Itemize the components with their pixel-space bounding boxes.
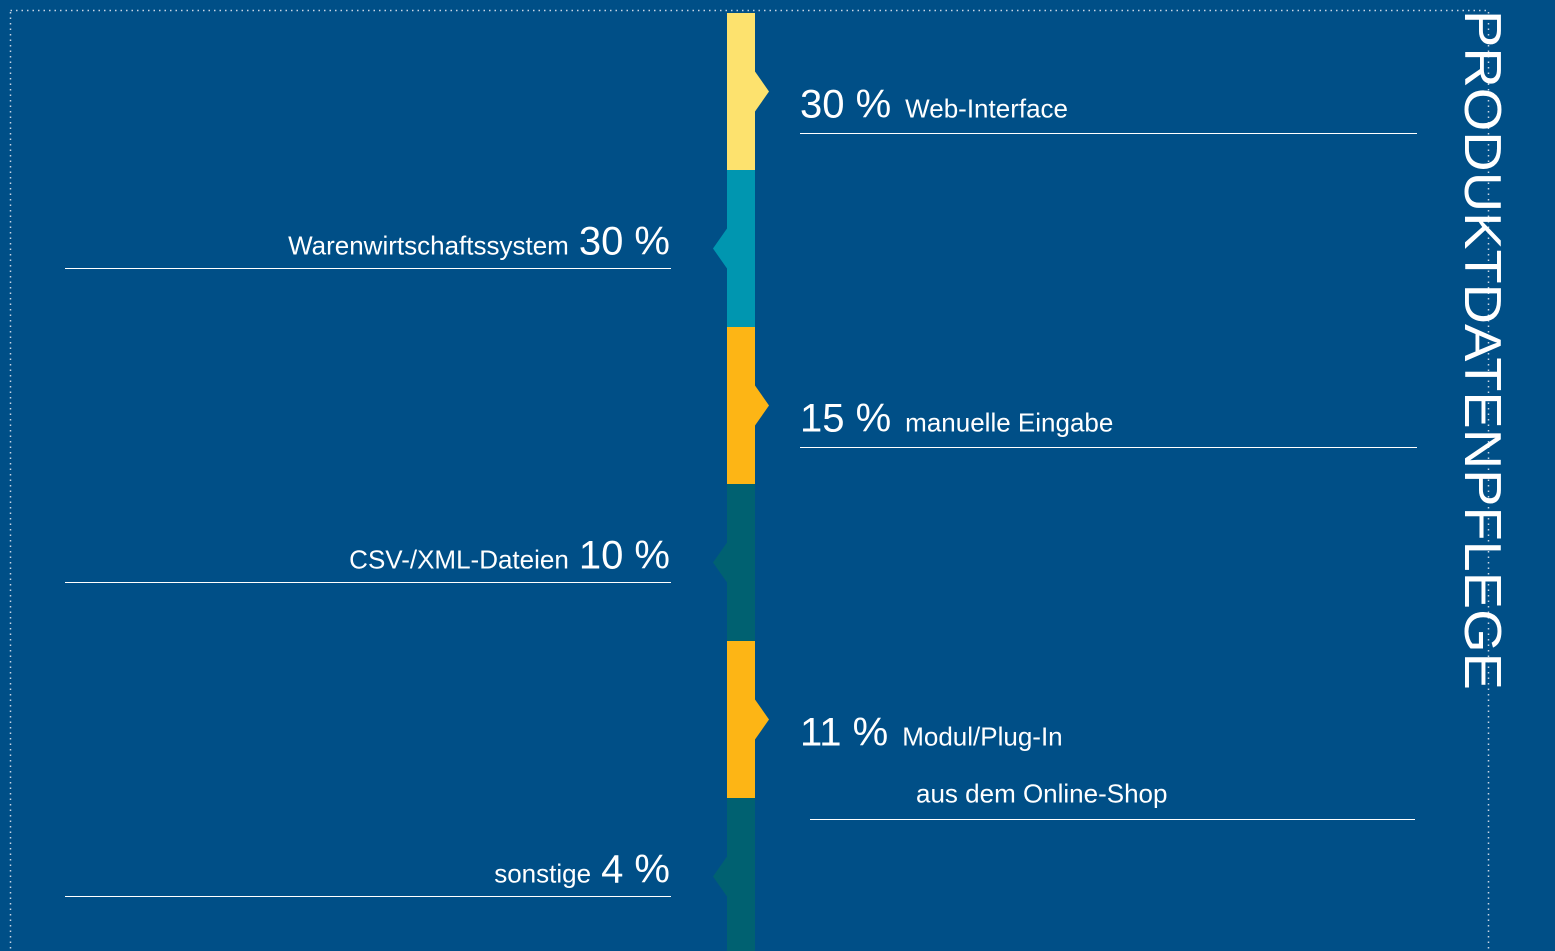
- item-value: 10 %: [579, 534, 670, 578]
- item-label: Modul/Plug-In: [902, 722, 1062, 752]
- item-value: 30 %: [579, 220, 670, 264]
- item-text: sonstige 4 %: [494, 848, 670, 892]
- pointer-left: [713, 228, 727, 269]
- bar-segment: [727, 327, 755, 485]
- pointer-right: [755, 385, 769, 426]
- pointer-left: [713, 856, 727, 897]
- pointer-right: [755, 71, 769, 112]
- item-text: 11 % Modul/Plug-In: [800, 711, 1063, 755]
- pointer-right: [755, 699, 769, 740]
- bar-segment: [727, 170, 755, 328]
- pointer-left: [713, 542, 727, 583]
- item-value: 30 %: [800, 83, 891, 127]
- bar-segment: [727, 484, 755, 642]
- item-text: 30 % Web-Interface: [800, 83, 1068, 127]
- bar-segment: [727, 13, 755, 171]
- title: PRODUKTDATENPFLEGE: [1453, 10, 1511, 690]
- bar-segment: [727, 641, 755, 799]
- item-label: CSV-/XML-Dateien: [349, 545, 569, 575]
- item-label: Web-Interface: [905, 94, 1068, 124]
- item-label: aus dem Online-Shop: [916, 779, 1167, 809]
- item-text: 15 % manuelle Eingabe: [800, 397, 1113, 441]
- item-label: sonstige: [494, 859, 591, 889]
- item-value: 15 %: [800, 397, 891, 441]
- item-label: Warenwirtschaftssystem: [288, 231, 569, 261]
- item-text: Warenwirtschaftssystem 30 %: [288, 220, 670, 264]
- items: 30 % Web-Interface Warenwirtschaftssystem 3…: [65, 13, 1417, 951]
- item-value: 11 %: [800, 711, 888, 755]
- item-label: manuelle Eingabe: [905, 408, 1113, 438]
- bar-segment: [727, 798, 755, 951]
- dotted-frame: [9, 9, 1490, 951]
- item-value: 4 %: [601, 848, 670, 892]
- item-text: CSV-/XML-Dateien 10 %: [349, 534, 670, 578]
